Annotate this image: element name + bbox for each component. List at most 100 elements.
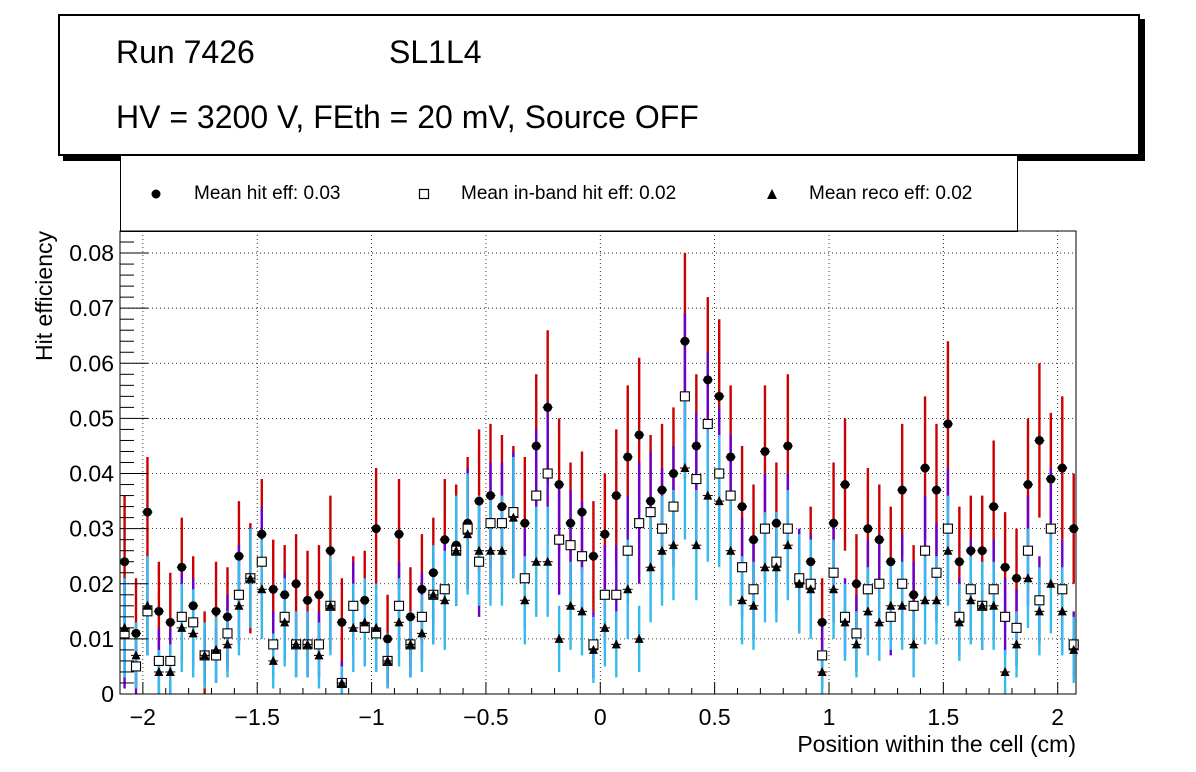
- data-point-triangle: [268, 655, 278, 665]
- legend-label-reco-eff: Mean reco eff: 0.02: [809, 183, 973, 204]
- data-point-triangle: [131, 650, 141, 660]
- data-point-triangle: [451, 545, 461, 555]
- data-point-circle: [863, 524, 873, 534]
- data-point-square: [611, 589, 622, 600]
- data-point-square: [874, 578, 885, 589]
- data-point-square: [496, 518, 507, 529]
- data-point-triangle: [566, 600, 576, 610]
- data-point-circle: [668, 469, 678, 479]
- data-point-triangle: [314, 650, 324, 660]
- data-point-square: [165, 655, 176, 666]
- data-point-circle: [405, 612, 415, 622]
- data-point-circle: [486, 491, 496, 501]
- data-point-square: [1011, 622, 1022, 633]
- data-point-circle: [131, 628, 141, 638]
- data-point-triangle: [749, 600, 759, 610]
- y-axis-label: Hit efficiency: [31, 231, 57, 361]
- data-point-triangle: [611, 639, 621, 649]
- data-point-square: [828, 567, 839, 578]
- data-point-triangle: [1023, 573, 1033, 583]
- data-point-circle: [543, 402, 553, 412]
- data-point-circle: [634, 430, 644, 440]
- series-layer: [119, 253, 1079, 694]
- data-point-circle: [566, 518, 576, 528]
- data-point-triangle: [348, 622, 358, 632]
- x-tick-label: −2: [130, 704, 156, 730]
- y-tick-label: 0.06: [69, 350, 114, 376]
- data-point-triangle: [977, 600, 987, 610]
- data-point-triangle: [474, 545, 484, 555]
- data-point-circle: [977, 546, 987, 556]
- data-point-triangle: [211, 644, 221, 654]
- data-point-circle: [394, 529, 404, 539]
- data-point-square: [439, 584, 450, 595]
- series-2: [123, 396, 1075, 694]
- data-point-circle: [474, 496, 484, 506]
- data-point-triangle: [1000, 666, 1010, 676]
- y-tick-label: 0.05: [69, 405, 114, 431]
- data-point-triangle: [623, 584, 633, 594]
- data-point-triangle: [931, 595, 941, 605]
- x-tick-label: −1: [358, 704, 384, 730]
- data-point-circle: [554, 480, 564, 490]
- data-point-circle: [874, 535, 884, 545]
- data-point-circle: [829, 518, 839, 528]
- data-point-circle: [1057, 463, 1067, 473]
- data-point-circle: [1012, 573, 1022, 583]
- data-point-circle: [177, 562, 187, 572]
- data-point-triangle: [874, 617, 884, 627]
- series-markers-1: [119, 391, 1079, 689]
- data-point-circle: [257, 529, 267, 539]
- data-point-square: [222, 628, 233, 639]
- data-point-square: [1057, 584, 1068, 595]
- data-point-square: [153, 655, 164, 666]
- data-point-circle: [783, 441, 793, 451]
- data-point-circle: [726, 452, 736, 462]
- data-point-triangle: [222, 639, 232, 649]
- data-point-square: [348, 600, 359, 611]
- data-point-circle: [1069, 524, 1079, 534]
- data-point-circle: [165, 617, 175, 627]
- plot-frame: [119, 230, 1077, 695]
- x-tick-label: 0: [594, 704, 607, 730]
- data-point-square: [656, 523, 668, 534]
- data-point-circle: [360, 595, 370, 605]
- data-point-triangle: [520, 595, 530, 605]
- data-point-circle: [840, 480, 850, 490]
- data-point-triangle: [783, 540, 793, 550]
- title-box: Run 7426 SL1L4 HV = 3200 V, FEth = 20 mV…: [58, 14, 1140, 156]
- data-point-triangle: [337, 677, 347, 687]
- data-point-triangle: [486, 545, 496, 555]
- data-point-square: [474, 556, 485, 567]
- data-point-triangle: [1034, 606, 1044, 616]
- title-line-1: Run 7426 SL1L4: [116, 34, 482, 71]
- data-point-triangle: [497, 545, 507, 555]
- data-point-circle: [1000, 562, 1010, 572]
- data-point-circle: [577, 507, 587, 517]
- data-point-triangle: [428, 589, 438, 599]
- data-point-square: [748, 584, 759, 595]
- data-point-square: [691, 473, 702, 485]
- series-markers-2: [119, 463, 1079, 687]
- data-point-triangle: [657, 545, 667, 555]
- data-point-circle: [691, 441, 701, 451]
- data-point-triangle: [543, 556, 553, 566]
- data-point-circle: [931, 485, 941, 495]
- data-point-circle: [291, 579, 301, 589]
- data-point-square: [599, 589, 610, 600]
- data-point-square: [485, 518, 496, 529]
- data-point-circle: [1034, 435, 1044, 445]
- data-point-triangle: [142, 600, 152, 610]
- data-point-circle: [497, 502, 507, 512]
- data-point-triangle: [714, 496, 724, 506]
- data-point-triangle: [863, 606, 873, 616]
- data-point-triangle: [371, 622, 381, 632]
- data-point-triangle: [703, 490, 713, 500]
- data-point-square: [313, 639, 325, 650]
- data-point-square: [554, 534, 565, 545]
- data-point-square: [622, 545, 633, 556]
- data-point-circle: [314, 590, 324, 600]
- data-point-square: [531, 490, 542, 501]
- grid: [120, 231, 1076, 695]
